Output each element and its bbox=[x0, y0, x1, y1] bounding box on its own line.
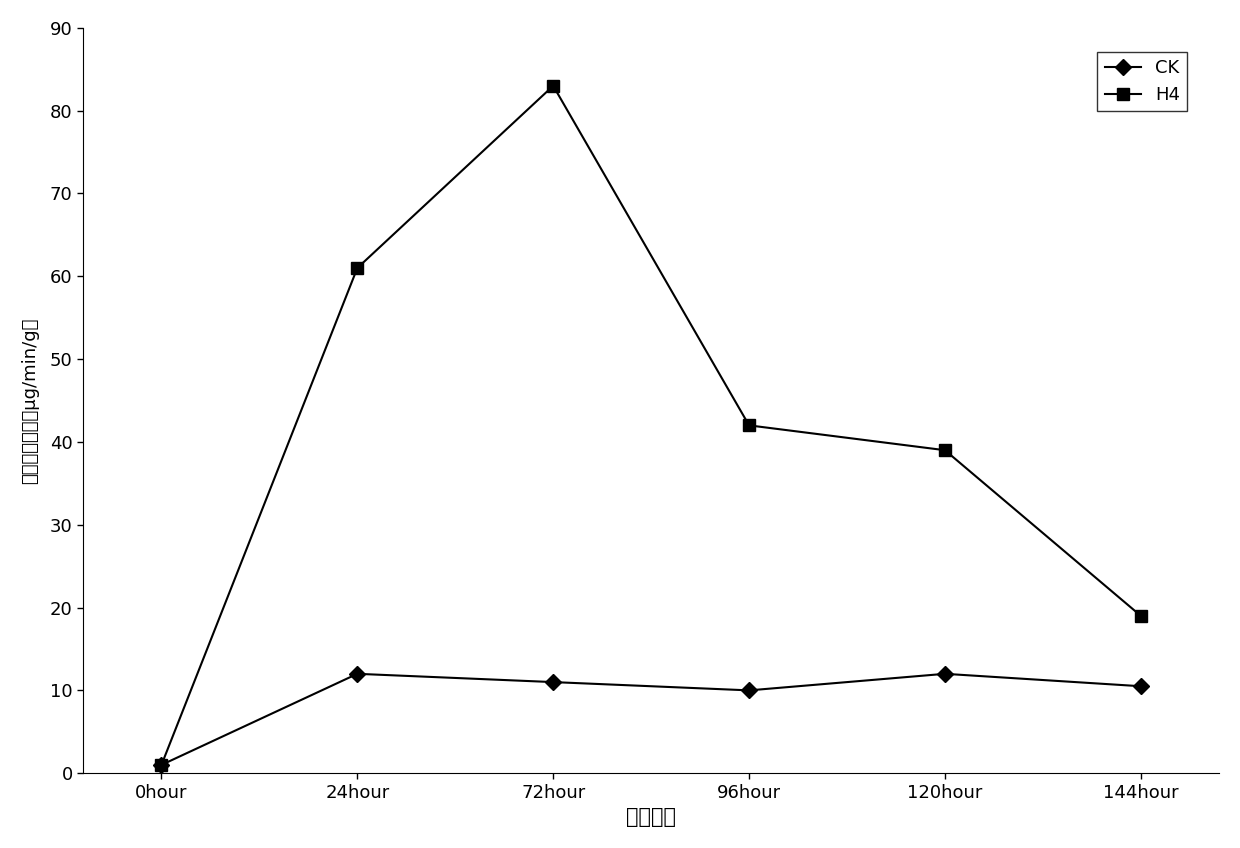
CK bbox=[742, 685, 756, 695]
Legend: CK, H4: CK, H4 bbox=[1097, 52, 1188, 111]
H4 bbox=[546, 81, 560, 91]
CK bbox=[350, 669, 365, 679]
H4 bbox=[1133, 611, 1148, 621]
CK bbox=[546, 677, 560, 687]
Line: H4: H4 bbox=[156, 81, 1146, 771]
CK bbox=[937, 669, 952, 679]
H4 bbox=[937, 445, 952, 455]
Y-axis label: 纤维素酶含量（μg/min/g）: 纤维素酶含量（μg/min/g） bbox=[21, 317, 38, 483]
H4 bbox=[154, 760, 169, 770]
Line: CK: CK bbox=[156, 668, 1146, 771]
H4 bbox=[742, 421, 756, 431]
X-axis label: 发酵时间: 发酵时间 bbox=[626, 807, 676, 827]
CK bbox=[1133, 681, 1148, 691]
H4 bbox=[350, 263, 365, 273]
CK bbox=[154, 760, 169, 770]
